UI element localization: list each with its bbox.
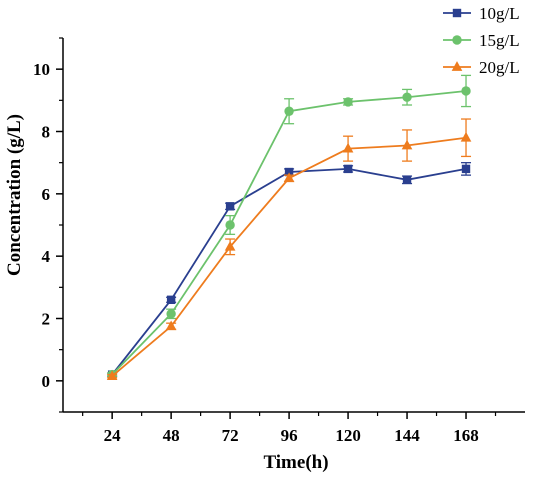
legend-marker <box>452 35 462 45</box>
data-point <box>224 240 236 251</box>
x-tick-label: 168 <box>453 426 479 445</box>
y-tick-label: 8 <box>42 123 51 142</box>
x-tick-label: 120 <box>335 426 361 445</box>
data-point <box>283 172 295 183</box>
data-point <box>343 97 353 107</box>
legend-label: 10g/L <box>479 4 520 23</box>
data-point <box>402 92 412 102</box>
data-point <box>106 370 118 380</box>
legend-label: 20g/L <box>479 58 520 77</box>
data-point <box>461 86 471 96</box>
series-1 <box>107 74 472 380</box>
y-tick-label: 0 <box>42 372 51 391</box>
data-point <box>460 131 472 142</box>
x-tick-label: 72 <box>222 426 239 445</box>
legend-marker <box>451 61 463 71</box>
data-point <box>166 295 176 304</box>
data-point <box>284 106 294 116</box>
data-point <box>401 139 413 150</box>
data-point <box>225 202 235 211</box>
data-point <box>284 167 294 177</box>
data-point <box>343 164 353 174</box>
series-line <box>111 167 467 376</box>
series-2 <box>106 118 472 380</box>
series-0 <box>107 162 472 379</box>
x-axis-title: Time(h) <box>263 452 328 473</box>
y-tick-label: 10 <box>33 60 50 79</box>
legend: 10g/L 15g/L 20g/L <box>443 4 520 77</box>
legend-label: 15g/L <box>479 31 520 50</box>
x-tick-label: 144 <box>394 426 420 445</box>
x-tick-label: 24 <box>104 426 122 445</box>
series-layer <box>106 74 472 380</box>
data-point <box>461 164 471 174</box>
x-tick-label: 96 <box>281 426 298 445</box>
x-tick-label: 48 <box>163 426 180 445</box>
data-point <box>342 142 354 153</box>
legend-marker <box>452 8 462 18</box>
y-tick-label: 6 <box>42 185 51 204</box>
y-tick-label: 2 <box>42 310 51 329</box>
data-point <box>166 309 176 319</box>
data-point <box>165 320 177 331</box>
data-point <box>225 220 235 230</box>
y-axis-title: Concentration (g/L) <box>4 114 25 276</box>
y-tick-label: 4 <box>42 247 51 266</box>
data-point <box>402 175 412 185</box>
